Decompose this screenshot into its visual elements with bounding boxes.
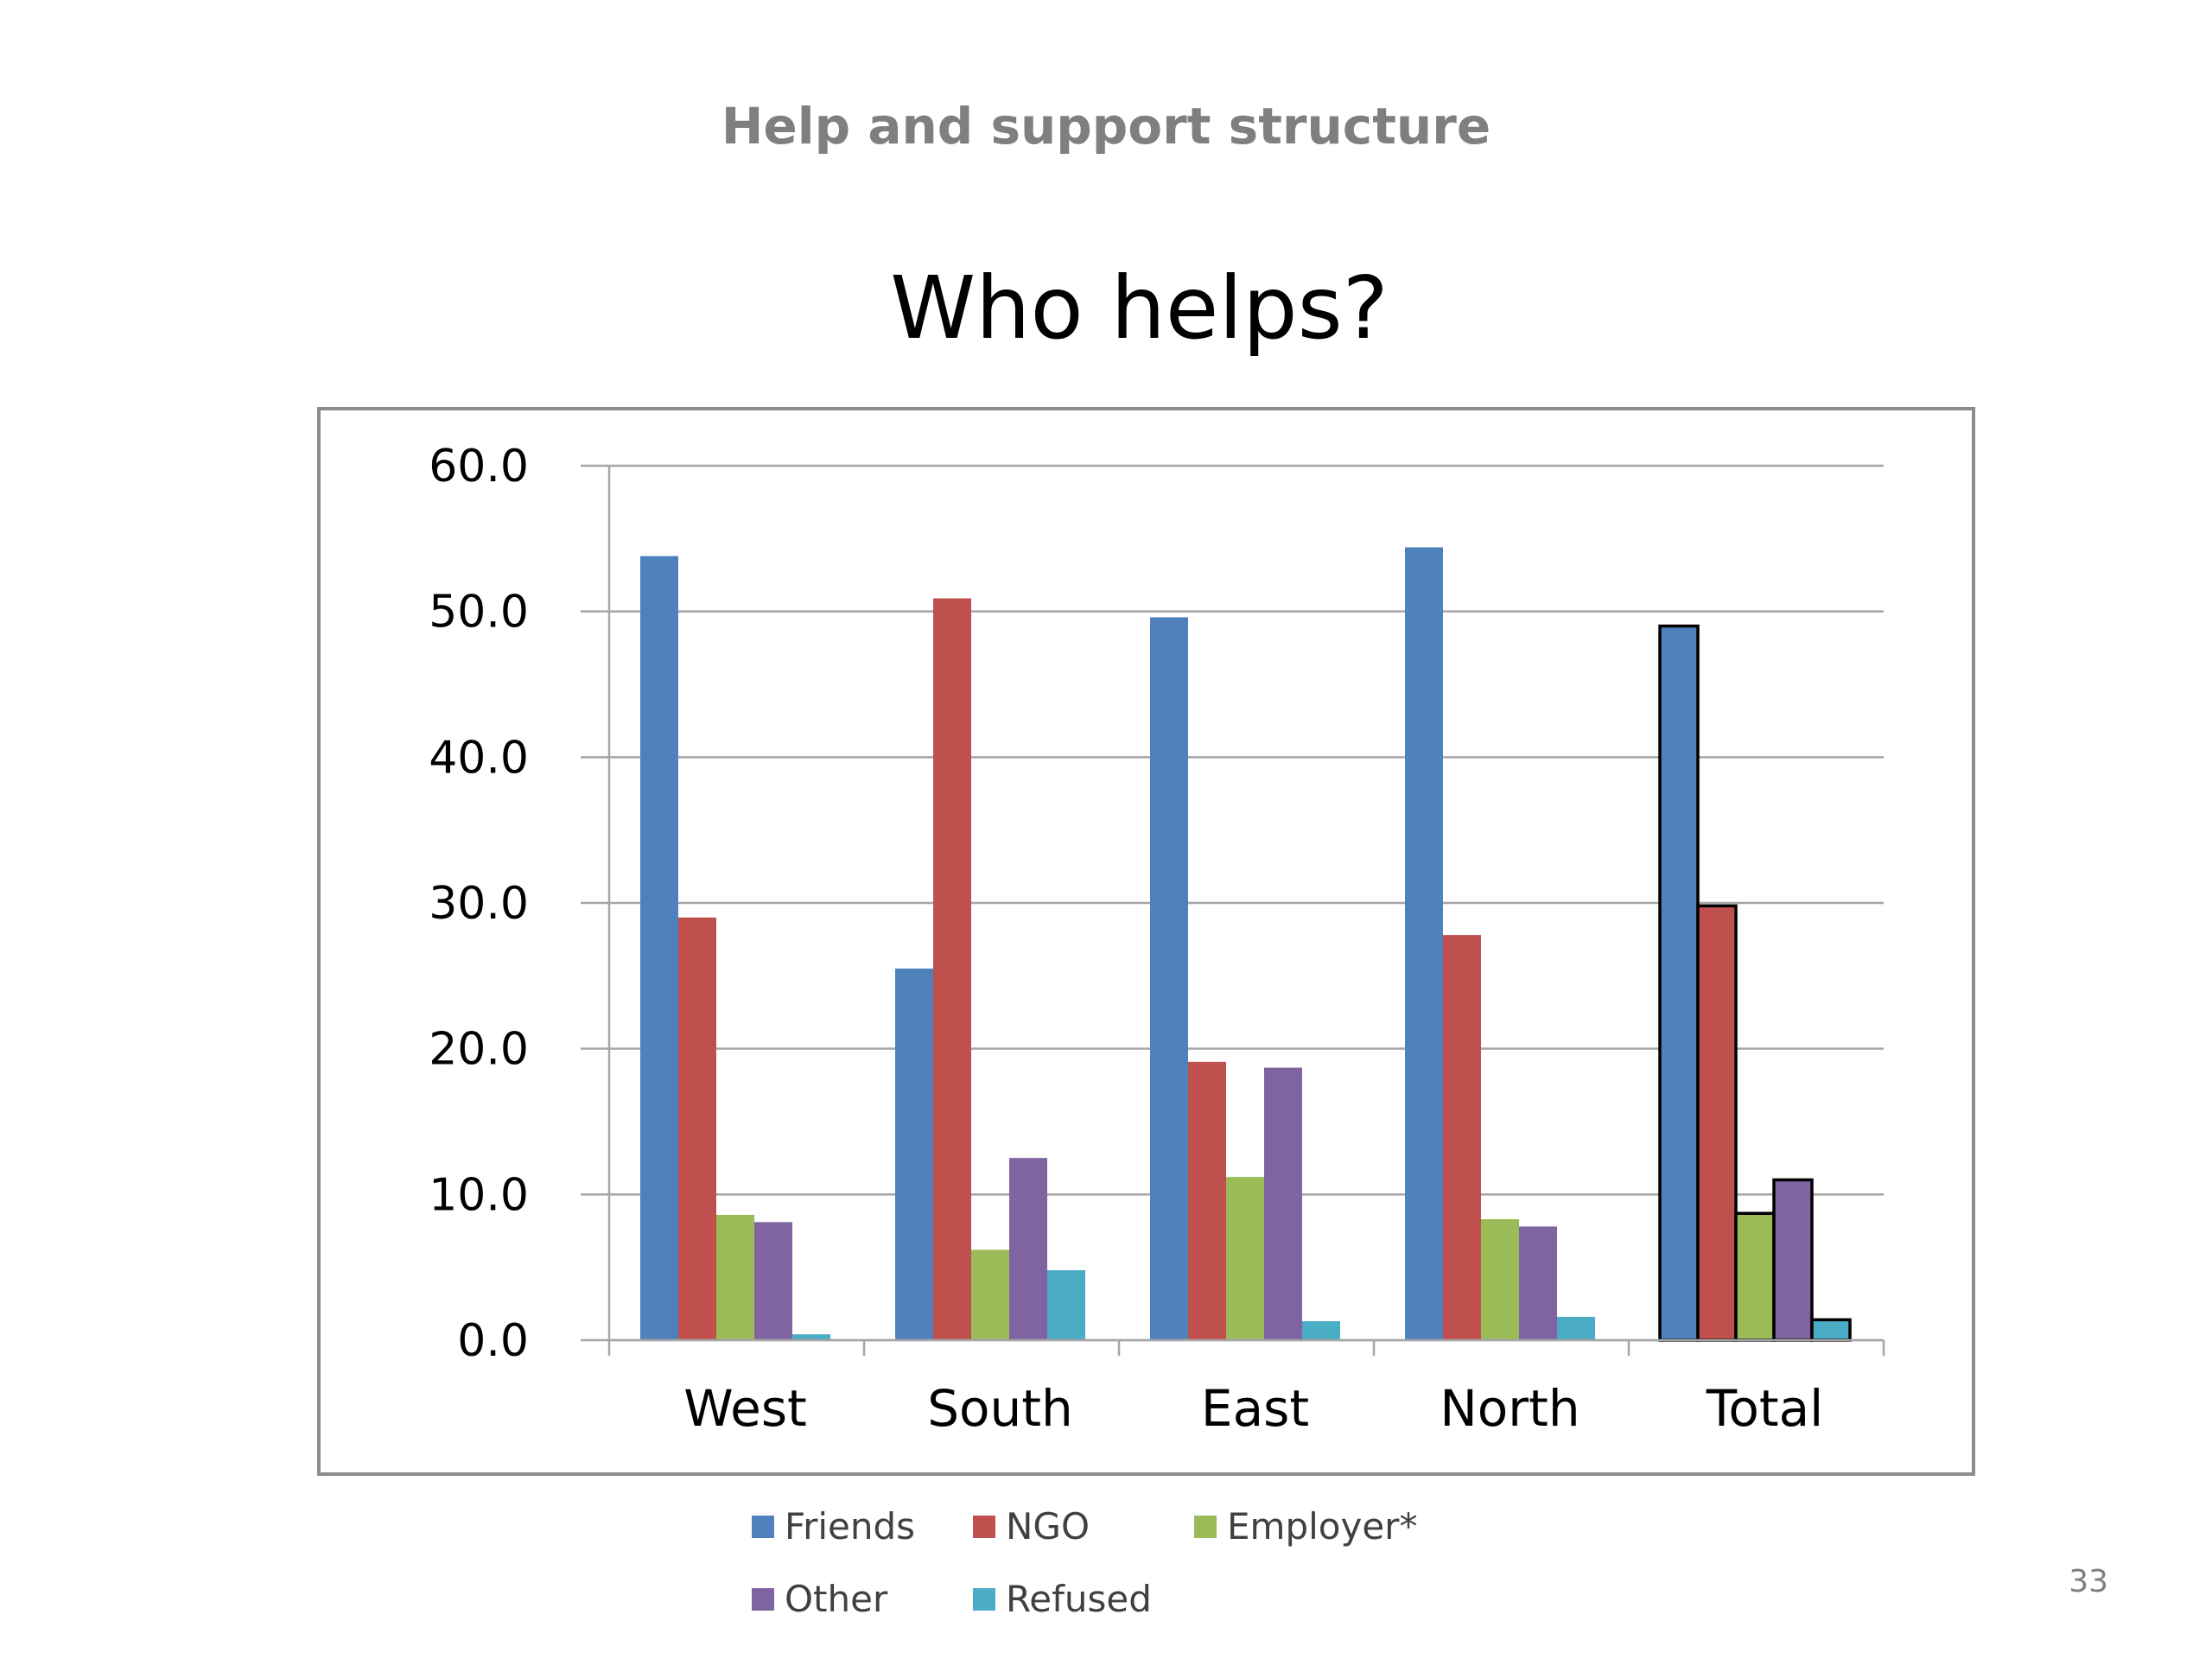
bar-employer-south <box>971 1249 1009 1340</box>
page-number: 33 <box>2069 1564 2108 1599</box>
bar-employer-north <box>1481 1219 1519 1340</box>
bars <box>640 547 1852 1342</box>
x-category-label: South <box>927 1379 1073 1438</box>
bar-other-east <box>1264 1067 1302 1340</box>
bar-friends-north <box>1405 547 1443 1340</box>
bar-ngo-total <box>1696 904 1738 1342</box>
y-tick-label: 50.0 <box>429 587 529 639</box>
bar-employer-total <box>1734 1211 1776 1342</box>
y-tick-label: 30.0 <box>429 878 529 930</box>
bar-other-west <box>754 1222 792 1340</box>
bar-other-north <box>1519 1226 1557 1340</box>
x-category-label: North <box>1440 1379 1580 1438</box>
bar-refused-south <box>1047 1270 1085 1340</box>
y-tick-label: 60.0 <box>429 441 529 493</box>
axes: 0.0 10.0 20.0 30.0 40.0 50.0 60.0 West South East… <box>429 441 1885 1438</box>
bar-employer-west <box>716 1214 754 1340</box>
y-tick-label: 10.0 <box>429 1169 529 1221</box>
bar-employer-east <box>1226 1177 1264 1340</box>
bar-refused-north <box>1557 1317 1595 1340</box>
bar-refused-west <box>792 1334 830 1340</box>
bar-friends-east <box>1150 617 1188 1340</box>
bar-friends-total <box>1658 624 1700 1342</box>
slide-header: Help and support structure <box>721 97 1491 156</box>
bar-refused-east <box>1302 1321 1340 1340</box>
y-tick-label: 0.0 <box>457 1315 529 1367</box>
bar-other-south <box>1009 1158 1047 1340</box>
bar-ngo-north <box>1443 935 1481 1340</box>
bar-friends-south <box>895 968 933 1340</box>
x-category-label: West <box>683 1379 807 1438</box>
chart-title: Who helps? <box>890 257 1389 359</box>
bar-ngo-south <box>933 598 971 1340</box>
bar-ngo-east <box>1188 1061 1226 1340</box>
y-tick-label: 20.0 <box>429 1024 529 1076</box>
bar-refused-total <box>1810 1318 1852 1342</box>
y-tick-label: 40.0 <box>429 732 529 784</box>
x-category-label: Total <box>1706 1379 1823 1438</box>
x-category-label: East <box>1201 1379 1309 1438</box>
bar-friends-west <box>640 556 678 1340</box>
bar-ngo-west <box>678 917 716 1340</box>
bar-other-total <box>1772 1178 1814 1342</box>
